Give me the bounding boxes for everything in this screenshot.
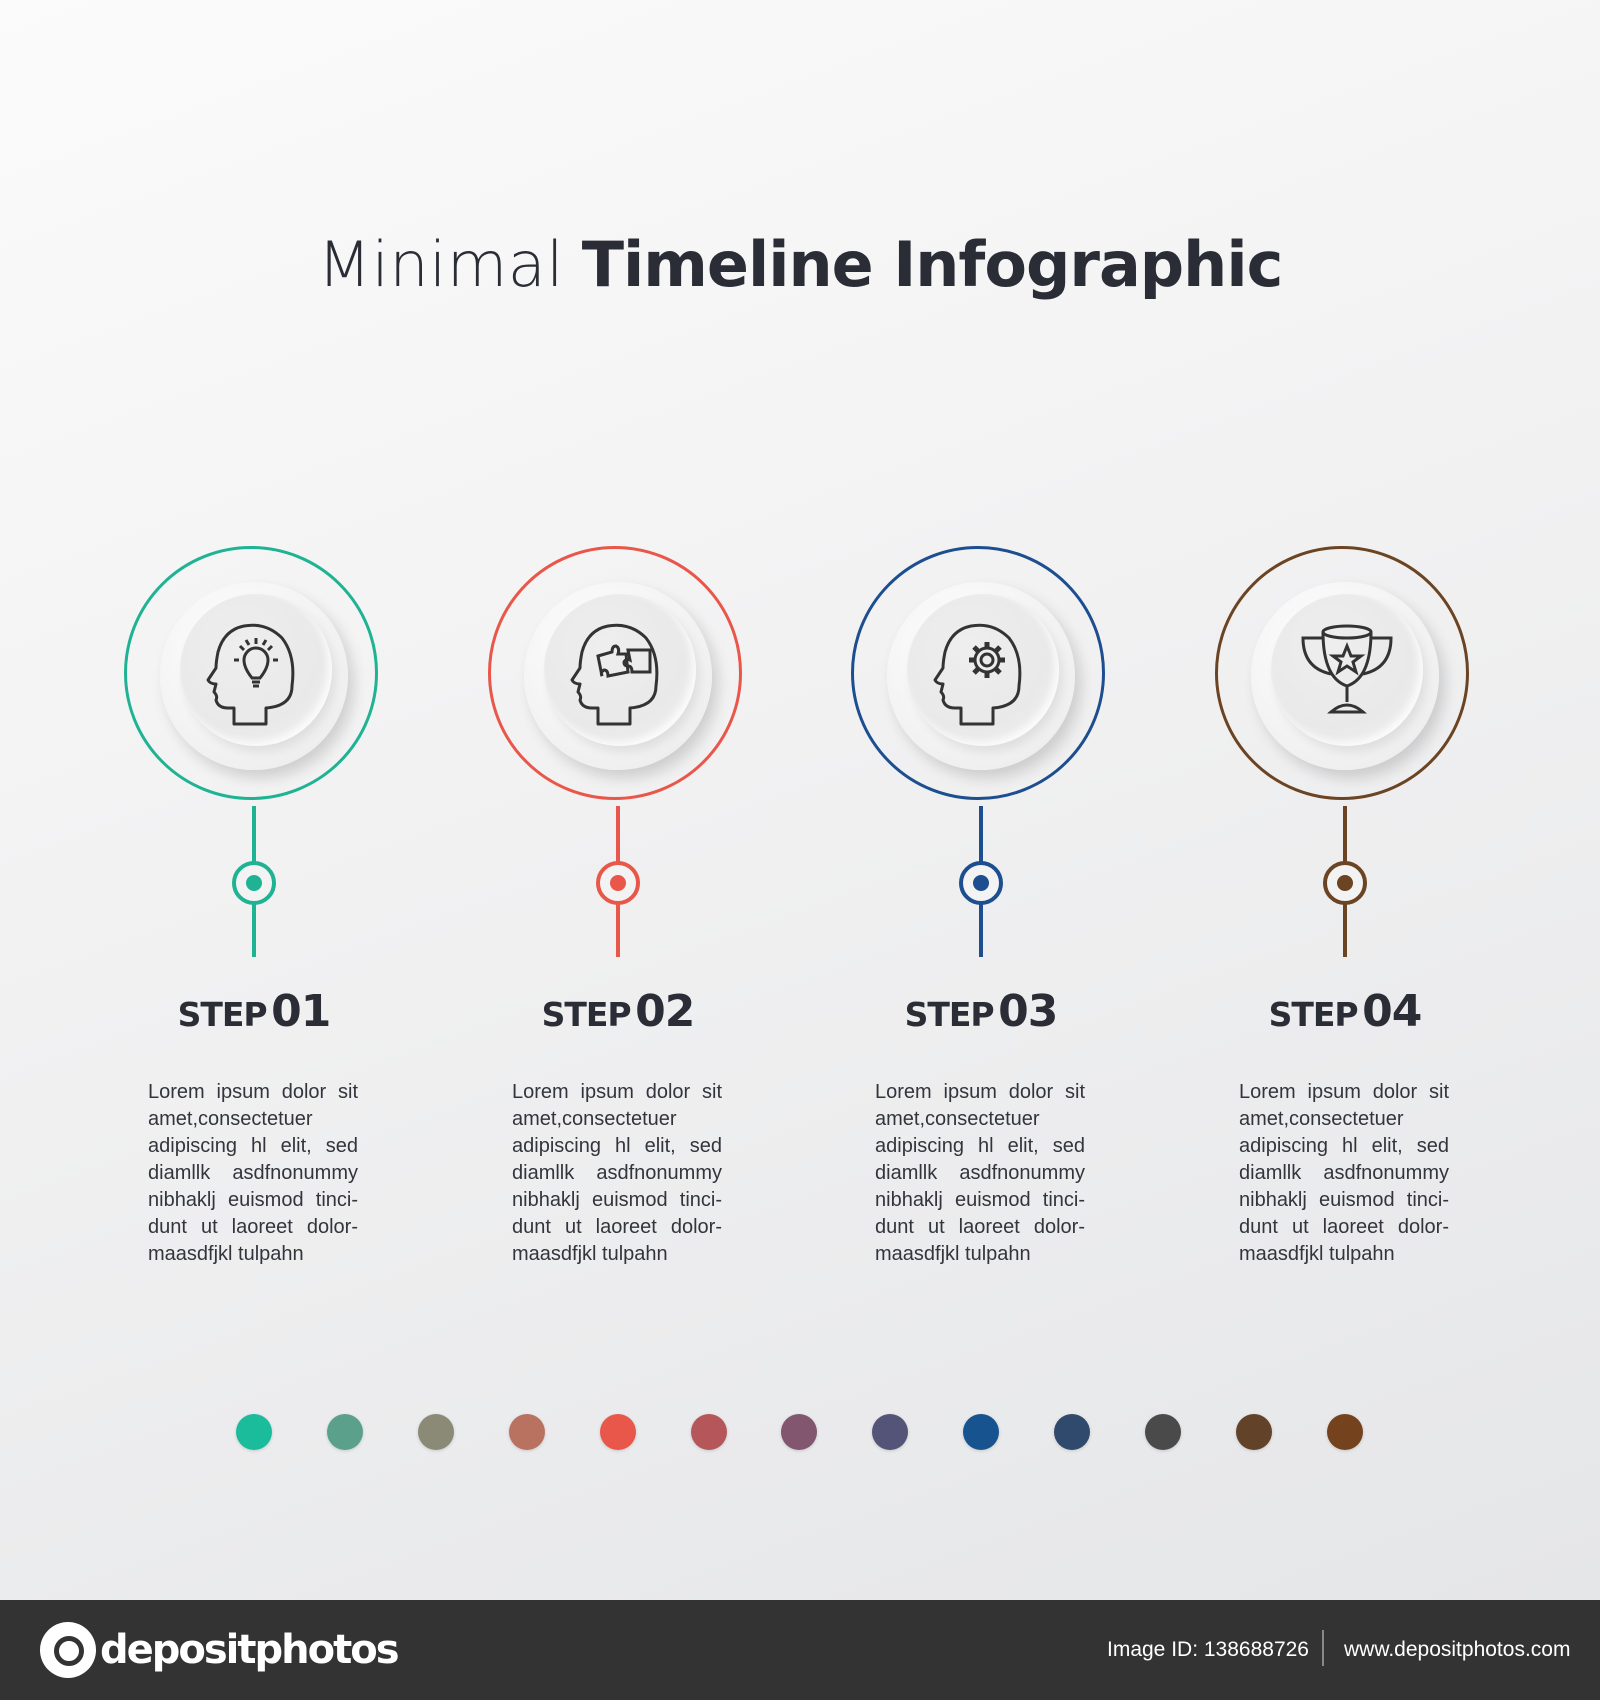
color-swatch	[1235, 1414, 1272, 1450]
title-light: Minimal	[317, 228, 565, 301]
head-puzzle-icon	[570, 623, 659, 726]
step-ring	[488, 546, 742, 800]
timeline-step-1: STEP 01 Lorem ipsum dolor sit amet,conse…	[104, 0, 404, 1300]
step-description: Lorem ipsum dolor sit amet,consectetuer …	[1239, 1081, 1449, 1265]
head-gear-icon	[933, 623, 1022, 726]
image-id: Image ID: 138688726	[1107, 1638, 1309, 1661]
footer-bar: depositphotos Image ID: 138688726 www.de…	[0, 1600, 1600, 1700]
step-word: STEP	[541, 995, 632, 1034]
color-swatch	[236, 1414, 272, 1450]
step-label: STEP 03	[831, 986, 1131, 1037]
connector-line	[616, 901, 620, 957]
head-lightbulb-icon	[206, 623, 295, 726]
step-label: STEP 04	[1195, 986, 1495, 1037]
step-number: 04	[1362, 986, 1422, 1037]
timeline-step-2: STEP 02 Lorem ipsum dolor sit amet,conse…	[468, 0, 768, 1300]
step-disc-inner	[180, 594, 332, 746]
step-ring	[851, 546, 1105, 800]
color-swatch	[1054, 1414, 1091, 1450]
node-dot	[610, 875, 626, 891]
color-swatch	[690, 1414, 727, 1450]
trophy-star-icon	[1301, 624, 1393, 714]
step-ring	[1215, 546, 1469, 800]
step-word: STEP	[904, 995, 995, 1034]
step-disc-inner	[544, 594, 696, 746]
step-ring	[124, 546, 378, 800]
connector-line	[979, 806, 983, 862]
divider	[1322, 1630, 1324, 1666]
timeline-node	[1323, 861, 1367, 905]
color-swatch	[599, 1414, 636, 1450]
step-number: 01	[271, 986, 331, 1037]
step-description: Lorem ipsum dolor sit amet,consectetuer …	[875, 1081, 1085, 1265]
step-disc-inner	[1271, 594, 1423, 746]
node-dot	[246, 875, 262, 891]
step-word: STEP	[177, 995, 268, 1034]
connector-line	[1343, 901, 1347, 957]
step-description: Lorem ipsum dolor sit amet,consectetuer …	[512, 1081, 722, 1265]
brand-logo: depositphotos	[40, 1622, 400, 1678]
step-number: 03	[998, 986, 1058, 1037]
brand-name: depositphotos	[100, 1627, 400, 1673]
connector-line	[616, 806, 620, 862]
color-swatch	[781, 1414, 818, 1450]
color-swatch	[326, 1414, 363, 1450]
color-swatch	[1326, 1414, 1363, 1450]
color-swatch	[508, 1414, 545, 1450]
timeline-step-4: STEP 04 Lorem ipsum dolor sit amet,conse…	[1195, 0, 1495, 1300]
connector-line	[252, 901, 256, 957]
step-description: Lorem ipsum dolor sit amet,consectetuer …	[148, 1081, 358, 1265]
step-word: STEP	[1268, 995, 1359, 1034]
step-label: STEP 01	[104, 986, 404, 1037]
title-bold: Timeline Infographic	[581, 228, 1284, 301]
page-title: Minimal Timeline Infographic	[0, 228, 1600, 301]
node-dot	[973, 875, 989, 891]
color-swatch	[417, 1414, 454, 1450]
connector-line	[979, 901, 983, 957]
timeline-node	[232, 861, 276, 905]
step-label: STEP 02	[468, 986, 768, 1037]
color-swatch	[872, 1414, 909, 1450]
connector-line	[1343, 806, 1347, 862]
color-swatch	[1145, 1414, 1181, 1450]
timeline-step-3: STEP 03 Lorem ipsum dolor sit amet,conse…	[831, 0, 1131, 1300]
camera-logo-icon	[40, 1622, 96, 1678]
color-swatch	[963, 1414, 1000, 1450]
node-dot	[1337, 875, 1353, 891]
site-url: www.depositphotos.com	[1344, 1638, 1571, 1661]
connector-line	[252, 806, 256, 862]
timeline-node	[596, 861, 640, 905]
step-number: 02	[635, 986, 695, 1037]
timeline-node	[959, 861, 1003, 905]
